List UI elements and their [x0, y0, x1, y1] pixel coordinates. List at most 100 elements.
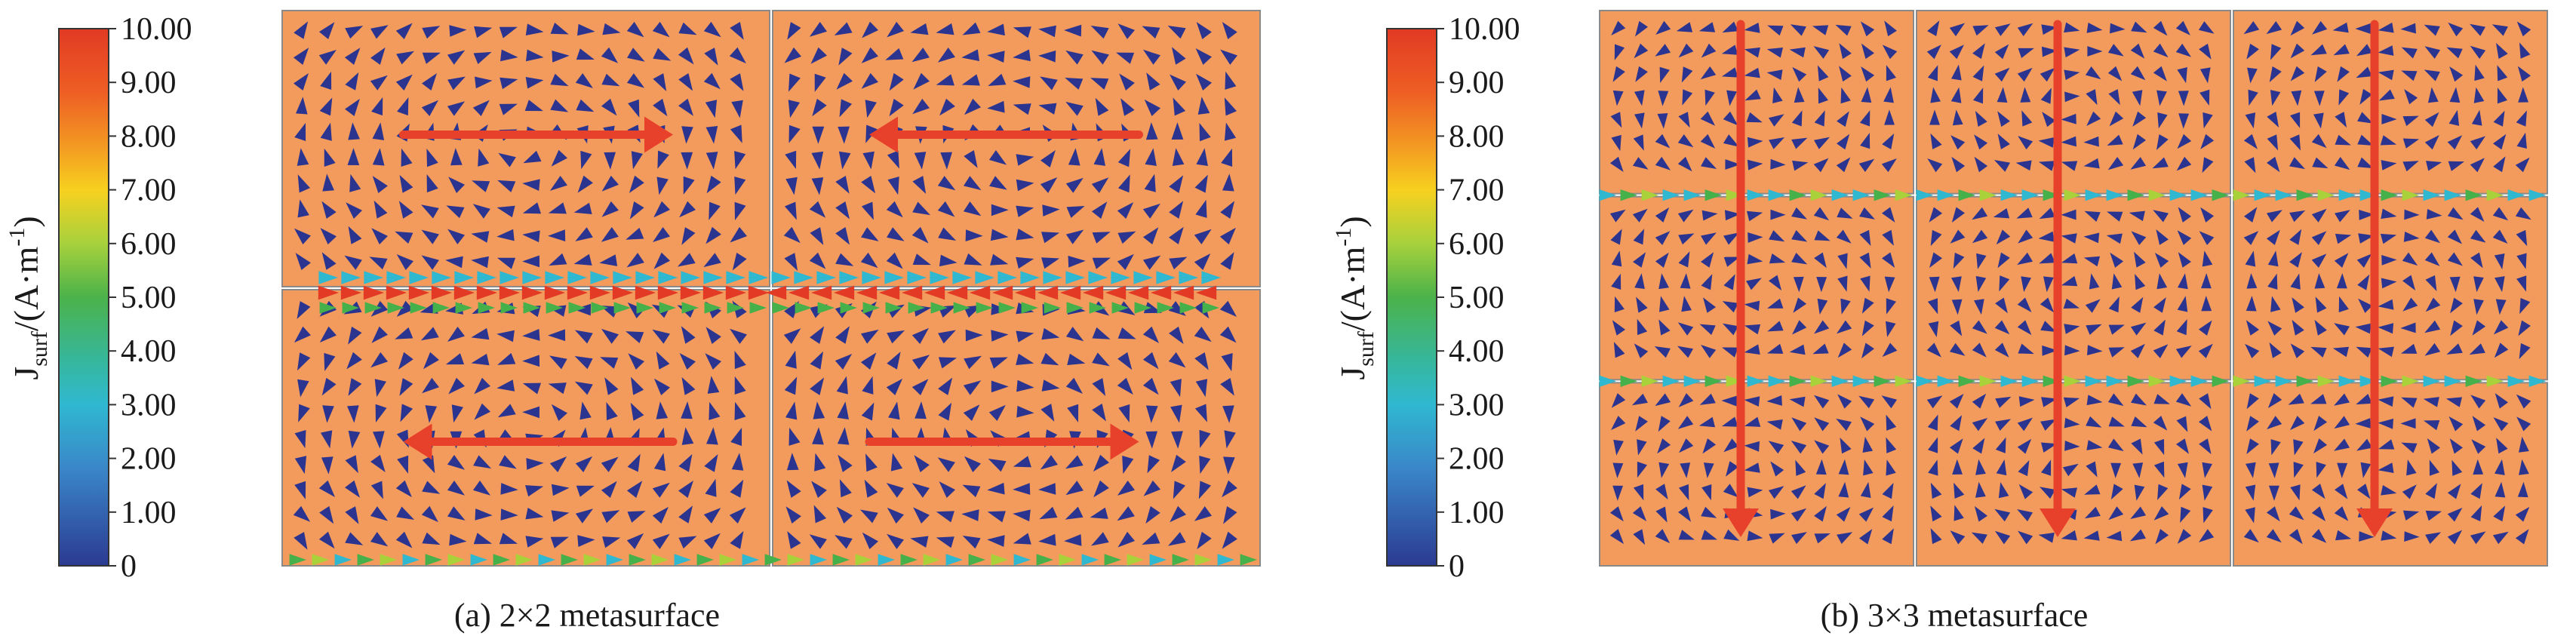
cell-b-vector-arrow	[2177, 529, 2192, 544]
edge-vector-a	[968, 554, 985, 566]
cell-a-vector-arrow	[838, 151, 851, 170]
colorbar-b-label-close: )	[1333, 216, 1372, 227]
cell-a-vector-arrow	[657, 150, 669, 169]
cell-b-vector-arrow	[1860, 481, 1871, 498]
gap-vector-a	[1037, 285, 1059, 300]
cell-b-vector-arrow	[1678, 233, 1695, 245]
cell-b-vector-arrow	[1655, 506, 1668, 523]
cell-a-vector-arrow	[709, 201, 721, 220]
cell-a-vector-arrow	[1041, 379, 1060, 392]
cell-b-vector-arrow	[1813, 207, 1830, 221]
cell-a-vector-arrow	[395, 231, 413, 244]
cell-b-vector-arrow	[1813, 46, 1830, 59]
cell-a-vector-arrow	[472, 100, 490, 116]
cell-b-vector-arrow	[2061, 530, 2077, 541]
cell-b-vector-arrow	[2313, 112, 2324, 129]
cell-b-vector-arrow	[2378, 299, 2394, 310]
cell-a-vector-arrow	[914, 455, 930, 472]
cell-b-vector-arrow	[2381, 485, 2397, 496]
gap-vector-b	[2528, 189, 2546, 201]
cell-a-vector-arrow	[729, 507, 746, 524]
cell-a-vector-arrow	[1065, 455, 1084, 469]
edge-vector-a	[878, 554, 895, 566]
cell-b-vector-arrow	[2178, 252, 2191, 268]
cell-b-vector-arrow	[2495, 276, 2505, 293]
cell-a-vector-arrow	[683, 176, 695, 195]
cell-b-vector-arrow	[1609, 506, 1624, 522]
cell-b-vector-arrow	[2017, 417, 2033, 432]
gap-vector-b	[1768, 189, 1785, 201]
cell-a-vector-arrow	[549, 456, 567, 472]
cell-a-vector-arrow	[885, 48, 904, 60]
gap-vector-b	[2169, 375, 2187, 387]
cell-b-vector-arrow	[2017, 297, 2032, 312]
cell-a-vector-arrow	[1016, 330, 1034, 343]
cell-b-vector-arrow	[2338, 296, 2349, 312]
cell-a-vector-arrow	[421, 100, 438, 116]
cell-a-vector-arrow	[865, 453, 878, 472]
gap-vector-a	[408, 285, 429, 300]
cell-b-vector-arrow	[1995, 396, 2012, 408]
gap-vector-a	[544, 285, 565, 300]
cell-b-vector-arrow	[1863, 459, 1874, 476]
cell-b-vector-arrow	[1744, 396, 1760, 407]
cell-b-vector-arrow	[2202, 484, 2213, 501]
cell-b-vector-arrow	[1700, 134, 1716, 149]
cell-b-vector-arrow	[1838, 481, 1849, 498]
edge-vector-a	[357, 554, 374, 566]
cell-a-vector-arrow	[522, 406, 539, 419]
cell-b-vector-arrow	[2061, 233, 2077, 244]
cell-b-vector-arrow	[2424, 46, 2441, 59]
cell-b-vector-arrow	[2311, 208, 2327, 223]
cell-a-vector-arrow	[1171, 454, 1186, 472]
cell-b-vector-arrow	[1882, 229, 1894, 246]
cell-b-vector-arrow	[1926, 395, 1943, 409]
cell-b-vector-arrow	[1929, 252, 1942, 269]
cell-b-vector-arrow	[2424, 135, 2439, 150]
cell-b-vector-arrow	[2400, 418, 2416, 429]
cell-a-vector-arrow	[1092, 327, 1111, 339]
cell-a-vector-arrow	[887, 150, 899, 169]
cell-b-vector-arrow	[2180, 506, 2191, 523]
cell-a-vector-arrow	[1169, 175, 1184, 193]
cell-a-vector-arrow	[862, 376, 874, 395]
gap-vector-b	[2507, 189, 2525, 201]
cell-a-vector-arrow	[496, 330, 515, 343]
cell-b-vector-arrow	[2516, 275, 2527, 292]
cell-a-vector-arrow	[678, 505, 693, 524]
cell-b-vector-arrow	[1997, 252, 2010, 269]
cell-b-vector-arrow	[1861, 87, 1872, 103]
cell-a-vector-arrow	[496, 229, 515, 241]
cell-a-vector-arrow	[835, 535, 853, 549]
cell-a-vector-arrow	[1194, 229, 1212, 244]
cell-a-vector-arrow	[836, 72, 853, 90]
cell-a-vector-arrow	[1093, 480, 1109, 498]
cell-a-vector-arrow	[318, 531, 335, 549]
cell-b-vector-arrow	[1975, 459, 1986, 475]
colorbar-b-tick-label: 9.00	[1449, 66, 1505, 100]
cell-a-vector-arrow	[523, 150, 542, 164]
cell-b-vector-arrow	[2497, 88, 2507, 104]
gap-vector-a	[635, 271, 655, 284]
cell-b-vector-arrow	[1612, 90, 1624, 106]
cell-a-vector-arrow	[839, 479, 852, 498]
cell-b-vector-arrow	[1972, 343, 1987, 358]
cell-a-vector-arrow	[526, 49, 544, 62]
cell-b-vector-arrow	[1949, 45, 1964, 60]
cell-b-vector-arrow	[2247, 67, 2258, 84]
cell-a-vector-arrow	[987, 51, 1005, 63]
cell-b-vector-arrow	[1767, 343, 1784, 354]
cell-a-vector-arrow	[812, 98, 827, 117]
cell-b-vector-arrow	[1886, 65, 1896, 81]
cell-a-vector-arrow	[574, 330, 593, 344]
cell-a-vector-arrow	[551, 510, 570, 522]
edge-vector-a	[787, 554, 804, 566]
gap-vector-a	[546, 302, 563, 314]
cell-a-vector-arrow	[1065, 101, 1084, 116]
cell-b-vector-arrow	[2153, 506, 2169, 521]
cell-a-vector-arrow	[1038, 483, 1056, 495]
cell-b-vector-arrow	[2199, 393, 2212, 410]
cell-b-vector-arrow	[1859, 252, 1871, 269]
cell-b-vector-arrow	[2039, 253, 2055, 264]
gap-vector-a	[613, 302, 631, 314]
